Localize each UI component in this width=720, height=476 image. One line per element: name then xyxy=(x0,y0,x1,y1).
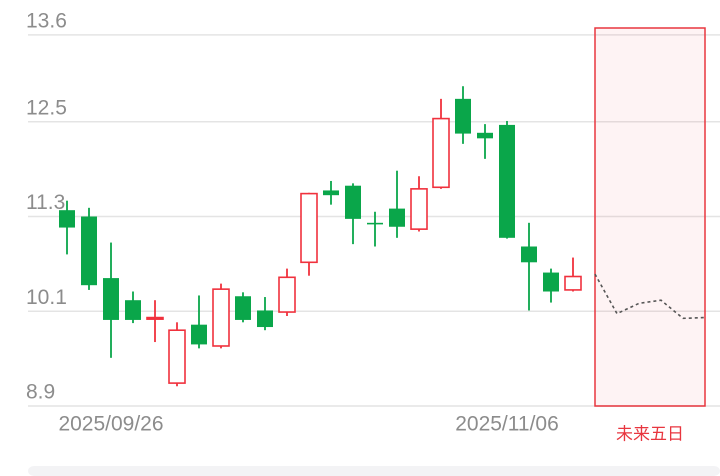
candle-body xyxy=(278,276,296,313)
forecast-label: 未来五日 xyxy=(616,424,684,443)
candle-body xyxy=(345,185,361,219)
x-tick-label: 2025/09/26 xyxy=(58,413,163,436)
candle-body xyxy=(543,272,559,292)
candle-body xyxy=(410,188,428,230)
candle-body xyxy=(389,208,405,227)
footer-panel xyxy=(28,466,720,476)
candle-body xyxy=(257,310,273,328)
candle-body xyxy=(191,324,207,345)
y-tick-label: 10.1 xyxy=(26,286,67,309)
candle-body xyxy=(521,246,537,263)
y-tick-label: 13.6 xyxy=(26,9,67,32)
candle-body xyxy=(564,275,582,291)
candle-body xyxy=(146,316,164,320)
candle-body xyxy=(477,132,493,139)
y-tick-label: 12.5 xyxy=(26,96,67,119)
candle-body xyxy=(367,222,383,225)
candle-body xyxy=(168,329,186,384)
candle-body xyxy=(212,288,230,347)
candle-body xyxy=(125,300,141,320)
forecast-region xyxy=(594,27,706,407)
candle-body xyxy=(81,216,97,286)
candle-body xyxy=(59,210,75,228)
candle-body xyxy=(235,296,251,320)
candle-body xyxy=(455,98,471,134)
y-tick-label: 11.3 xyxy=(26,191,65,214)
y-tick-label: 8.9 xyxy=(26,381,55,404)
candle-body xyxy=(323,190,339,196)
candle-body xyxy=(103,278,119,320)
candle-body xyxy=(300,192,318,264)
forecast-line xyxy=(594,273,706,320)
candle-body xyxy=(499,124,515,238)
x-tick-label: 2025/11/06 xyxy=(455,413,559,436)
candle-body xyxy=(432,117,450,189)
